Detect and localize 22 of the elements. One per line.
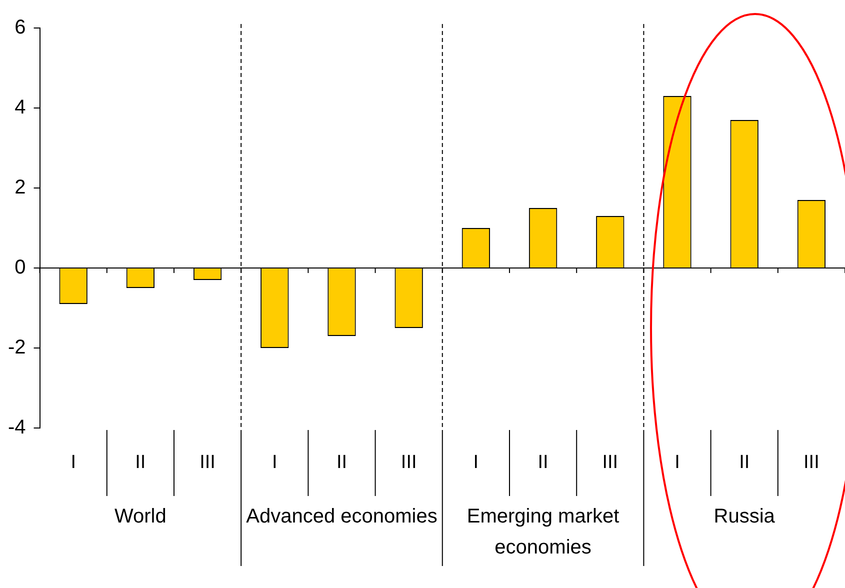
y-tick-label: 2 [14,176,26,199]
y-tick-label: 0 [14,256,26,279]
x-tick-label: II [135,452,146,474]
y-tick-label: -2 [8,336,26,359]
y-tick-label: -4 [8,416,26,439]
text: Russia [714,506,776,528]
x-tick-label: III [602,452,618,474]
x-tick-label: III [804,452,820,474]
x-tick-label: I [272,452,278,474]
x-tick-label: I [70,452,76,474]
text: Emerging market economies [466,506,620,559]
x-tick-label: II [538,452,548,474]
x-tick-label: I [473,452,479,474]
x-tick-label: III [400,452,417,474]
x-tick-label: III [200,452,216,474]
y-tick-label: 6 [14,16,26,39]
x-tick-label: II [336,452,348,474]
text: Advanced economies [246,506,438,528]
x-tick-label: II [739,452,750,474]
x-tick-label: I [674,452,680,474]
text: World [114,506,166,528]
y-tick-label: 4 [14,96,26,119]
